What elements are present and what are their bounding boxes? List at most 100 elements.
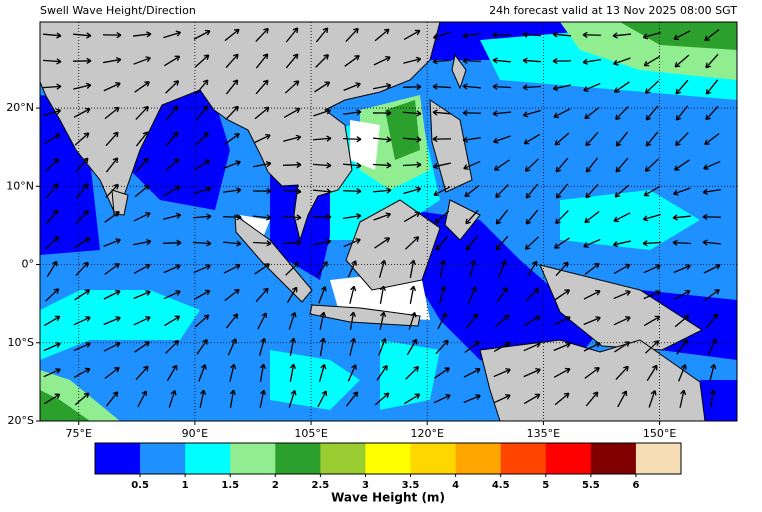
- colorbar-tick-label: 1.5: [221, 480, 239, 491]
- colorbar-tick-label: 2.5: [312, 480, 330, 491]
- swell-arrow: [583, 289, 601, 300]
- map-frame: [39, 21, 738, 422]
- swell-arrow: [612, 240, 631, 248]
- swell-arrow: [523, 133, 541, 145]
- swell-arrow: [289, 363, 297, 382]
- swell-arrow: [709, 363, 717, 382]
- swell-arrow: [253, 160, 272, 168]
- swell-arrow: [312, 213, 332, 221]
- swell-arrow: [75, 210, 90, 224]
- swell-arrow: [227, 338, 237, 356]
- swell-arrow: [103, 82, 121, 92]
- y-tick-label: 20°S: [8, 414, 34, 427]
- swell-arrow: [524, 236, 539, 250]
- swell-arrow: [44, 133, 61, 145]
- swell-arrow: [585, 157, 599, 173]
- swell-arrow: [372, 162, 392, 169]
- swell-arrow: [312, 135, 332, 142]
- swell-arrow: [133, 56, 151, 65]
- swell-arrow: [255, 53, 269, 69]
- colorbar-segment: [95, 443, 141, 474]
- swell-arrow: [402, 136, 422, 143]
- swell-arrow: [642, 240, 662, 247]
- swell-arrow: [289, 337, 297, 356]
- swell-arrow: [284, 80, 300, 94]
- swell-arrow: [74, 289, 91, 301]
- swell-arrow: [644, 80, 659, 94]
- swell-arrow: [438, 285, 447, 304]
- swell-arrow: [522, 57, 542, 64]
- swell-arrow: [555, 157, 569, 173]
- swell-arrow: [43, 342, 61, 352]
- swell-arrow: [705, 105, 719, 121]
- swell-arrow: [403, 393, 421, 405]
- swell-arrow: [132, 31, 152, 38]
- swell-arrow: [434, 367, 451, 379]
- swell-arrow: [703, 160, 721, 170]
- swell-arrow: [103, 316, 121, 326]
- swell-arrow: [105, 183, 119, 199]
- swell-arrow: [285, 262, 300, 276]
- colorbar-segment: [365, 443, 412, 474]
- swell-arrow: [614, 184, 630, 198]
- swell-arrow: [704, 133, 720, 146]
- swell-arrow: [583, 238, 601, 248]
- swell-arrow: [644, 158, 659, 172]
- colorbar-segment: [185, 443, 231, 474]
- swell-arrow: [553, 316, 571, 326]
- swell-arrow: [315, 54, 330, 68]
- swell-arrow: [135, 131, 149, 147]
- swell-arrow: [133, 316, 151, 326]
- colorbar-segment: [500, 443, 547, 474]
- swell-arrow: [44, 236, 60, 250]
- x-tick-label: 150°E: [643, 427, 676, 440]
- swell-arrow: [495, 184, 509, 199]
- map: [40, 22, 737, 421]
- swell-arrow: [137, 390, 148, 408]
- swell-arrow: [583, 316, 601, 326]
- swell-arrow: [467, 286, 477, 304]
- swell-arrow: [492, 83, 512, 90]
- swell-arrow: [312, 188, 332, 195]
- swell-arrow: [282, 239, 302, 246]
- swell-arrow: [288, 389, 297, 408]
- swell-arrow: [705, 79, 719, 95]
- swell-arrow: [642, 31, 661, 40]
- swell-arrow: [702, 239, 722, 246]
- land: [451, 53, 467, 90]
- colorbar-tick-label: 5: [542, 480, 549, 491]
- x-tick-label: 135°E: [527, 427, 560, 440]
- swell-arrow: [312, 162, 332, 169]
- swell-arrow: [372, 187, 392, 194]
- swell-arrow: [613, 316, 631, 326]
- swell-arrow: [403, 211, 421, 223]
- swell-arrow: [349, 285, 357, 304]
- swell-arrow: [252, 214, 272, 221]
- swell-arrow: [435, 235, 449, 251]
- swell-arrow: [166, 364, 178, 382]
- swell-arrow: [195, 132, 210, 146]
- swell-arrow: [463, 394, 481, 404]
- swell-arrow: [432, 83, 452, 90]
- land: [429, 99, 481, 241]
- swell-arrow: [343, 238, 361, 248]
- colorbar-segment: [140, 443, 186, 474]
- colorbar-label: Wave Height (m): [331, 491, 445, 505]
- swell-arrow: [163, 315, 181, 327]
- swell-arrow: [432, 109, 452, 116]
- swell-arrow: [372, 136, 392, 143]
- swell-arrow: [103, 289, 121, 300]
- swell-arrow: [463, 160, 481, 170]
- swell-arrow: [75, 261, 89, 277]
- swell-arrow: [75, 157, 89, 173]
- swell-arrow: [257, 312, 268, 330]
- swell-arrow: [42, 32, 62, 39]
- swell-arrow: [73, 107, 91, 118]
- swell-arrow: [403, 186, 422, 195]
- swell-arrow: [462, 83, 482, 90]
- swell-arrow: [194, 54, 210, 68]
- swell-arrow: [162, 239, 182, 246]
- swell-arrow: [465, 313, 479, 329]
- swell-arrow: [705, 313, 719, 329]
- swell-arrow: [313, 238, 332, 246]
